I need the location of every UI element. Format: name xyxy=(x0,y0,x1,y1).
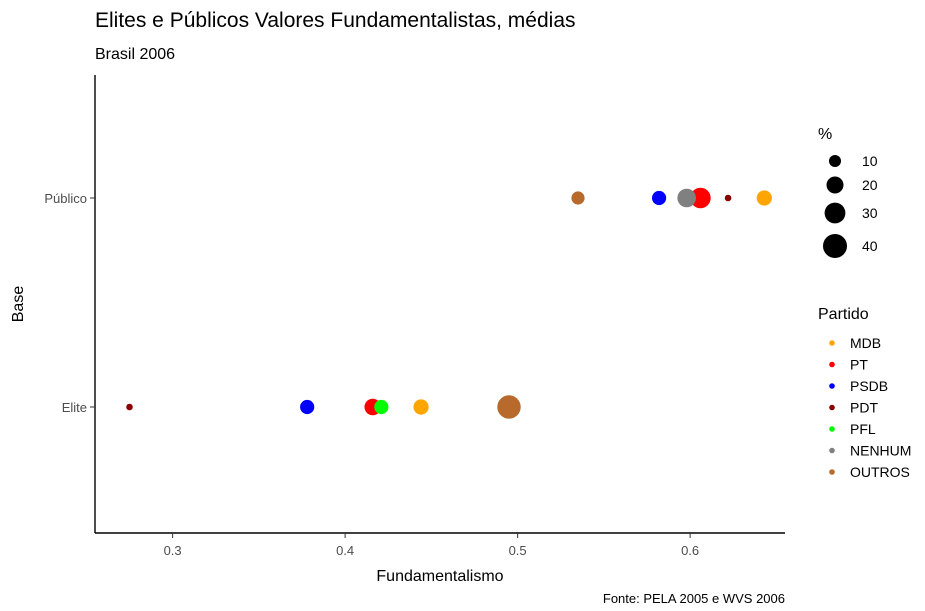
color-legend-key xyxy=(829,469,835,475)
point-mdb-elite xyxy=(413,399,429,415)
color-legend: Partido MDB PT PSDB PDT PFL NENHUM OUTROS xyxy=(818,306,911,480)
size-legend-label: 40 xyxy=(862,238,878,254)
color-legend-key xyxy=(829,426,835,432)
y-ticks: Elite Público xyxy=(44,191,95,415)
data-points xyxy=(126,187,772,419)
color-legend-key xyxy=(829,447,835,454)
color-legend-title: Partido xyxy=(818,306,869,323)
point-psdb-publico xyxy=(651,190,667,206)
point-pdt-publico xyxy=(724,194,732,202)
size-legend-items: 10 20 30 40 xyxy=(822,153,878,259)
color-legend-label: MDB xyxy=(850,335,881,351)
chart-caption: Fonte: PELA 2005 e WVS 2006 xyxy=(603,591,785,606)
size-legend-label: 10 xyxy=(862,153,878,169)
x-ticks: 0.3 0.4 0.5 0.6 xyxy=(164,533,699,558)
point-pt-publico xyxy=(690,187,711,209)
chart-title: Elites e Públicos Valores Fundamentalist… xyxy=(95,9,576,32)
color-legend-label: PT xyxy=(850,357,868,373)
x-tick-label: 0.3 xyxy=(164,543,182,558)
x-axis-title: Fundamentalismo xyxy=(376,568,503,585)
y-axis-title: Base xyxy=(10,286,27,323)
plot-area: 0.3 0.4 0.5 0.6 Elite Público xyxy=(44,75,785,558)
point-mdb-publico xyxy=(756,190,772,206)
size-legend-key xyxy=(828,154,842,168)
color-legend-label: PFL xyxy=(850,421,876,437)
point-outros-elite xyxy=(497,395,521,419)
color-legend-label: PDT xyxy=(850,400,878,416)
chart-subtitle: Brasil 2006 xyxy=(95,46,175,63)
size-legend-key xyxy=(824,202,846,224)
y-tick-label: Elite xyxy=(62,400,87,415)
point-pdt-elite xyxy=(126,403,133,411)
y-tick-label: Público xyxy=(44,191,87,206)
x-tick-label: 0.6 xyxy=(681,543,699,558)
point-pfl-elite xyxy=(374,399,389,415)
point-nenhum-publico xyxy=(677,188,696,208)
color-legend-key xyxy=(829,361,835,368)
point-outros-publico xyxy=(571,191,585,205)
size-legend-key xyxy=(822,233,848,259)
size-legend-title: % xyxy=(818,126,832,143)
color-legend-key xyxy=(829,404,835,411)
size-legend-label: 30 xyxy=(862,205,878,221)
x-tick-label: 0.4 xyxy=(336,543,354,558)
size-legend-key xyxy=(826,176,844,194)
color-legend-items: MDB PT PSDB PDT PFL NENHUM OUTROS xyxy=(829,335,911,480)
color-legend-label: PSDB xyxy=(850,378,888,394)
size-legend-label: 20 xyxy=(862,177,878,193)
color-legend-key xyxy=(829,340,835,346)
size-legend: % 10 20 30 40 xyxy=(818,126,878,259)
color-legend-key xyxy=(829,383,835,389)
point-psdb-elite xyxy=(300,399,315,415)
color-legend-label: NENHUM xyxy=(850,443,911,459)
x-tick-label: 0.5 xyxy=(509,543,527,558)
color-legend-label: OUTROS xyxy=(850,464,910,480)
